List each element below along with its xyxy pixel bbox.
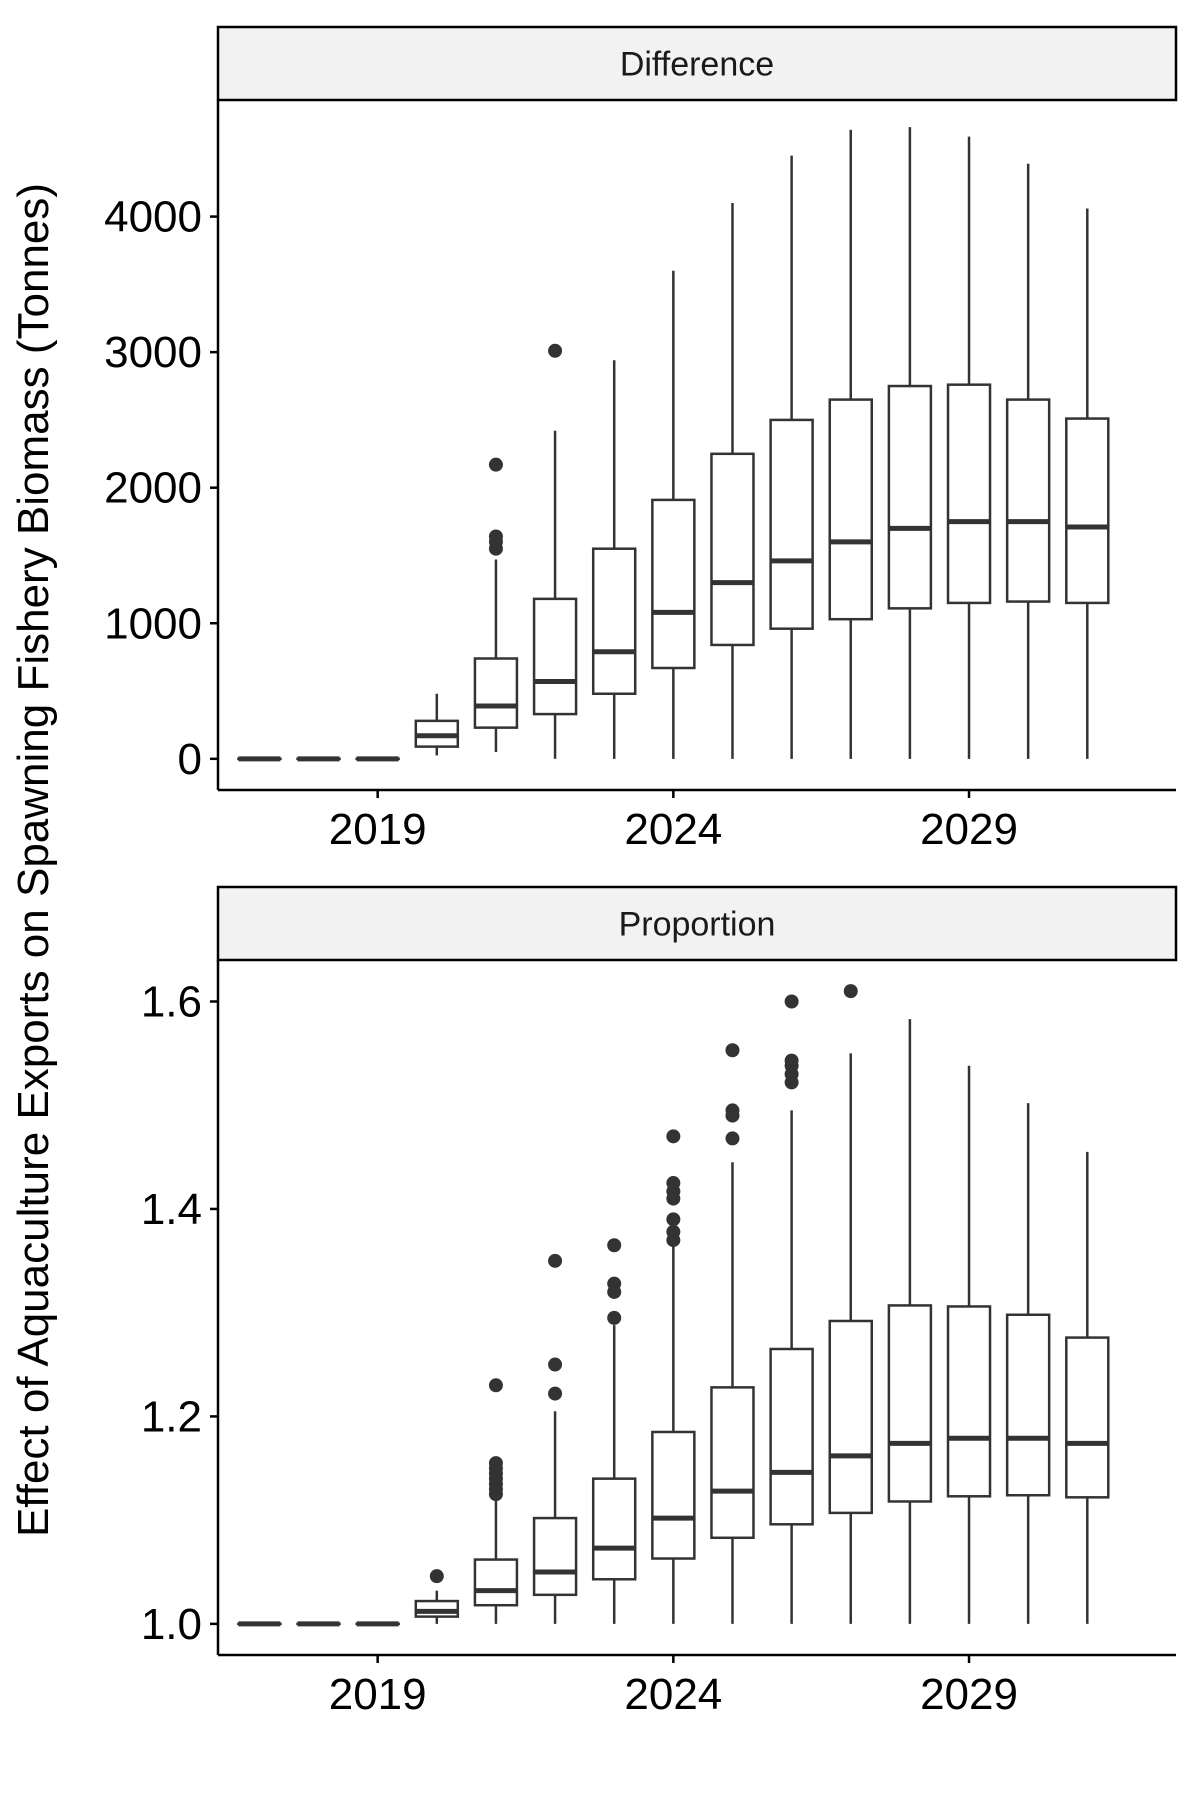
outlier-point: [548, 343, 563, 358]
box-2031: [1065, 1151, 1110, 1624]
iqr-box: [946, 1305, 992, 1498]
facet-strip-label: Proportion: [619, 906, 776, 944]
outlier-point: [548, 1357, 563, 1372]
box-2025: [710, 1043, 755, 1624]
y-tick-label: 1.6: [141, 977, 202, 1026]
box-2027: [828, 984, 874, 1624]
facet-strip: [216, 885, 1178, 962]
iqr-box: [473, 657, 519, 729]
iqr-box: [887, 1304, 933, 1503]
box-2030: [1005, 1103, 1051, 1624]
box-2022: [532, 1253, 578, 1624]
outlier-point: [548, 1386, 563, 1401]
iqr-box: [651, 1430, 696, 1560]
box-2031: [1065, 208, 1110, 759]
outlier-point: [488, 457, 503, 472]
x-tick-label: 2019: [329, 1670, 427, 1719]
box-2026: [769, 155, 814, 759]
iqr-box: [473, 1558, 519, 1607]
outlier-point: [666, 1212, 681, 1227]
outlier-point: [548, 1253, 563, 1268]
iqr-box: [946, 383, 992, 605]
y-tick-label: 1.4: [141, 1185, 202, 1234]
outlier-point: [488, 1378, 503, 1393]
outlier-point: [843, 984, 858, 999]
outlier-point: [429, 1569, 444, 1584]
outlier-point: [488, 529, 503, 544]
box-2022: [532, 343, 578, 759]
box-2020: [414, 693, 460, 756]
y-tick-label: 3000: [104, 328, 202, 377]
x-tick-label: 2029: [920, 805, 1018, 854]
facet-strip: [216, 25, 1178, 102]
outlier-point: [607, 1276, 622, 1291]
box-2028: [887, 127, 933, 759]
iqr-box: [651, 498, 696, 670]
outlier-point: [666, 1129, 681, 1144]
box-2027: [828, 129, 874, 759]
outlier-point: [488, 1456, 503, 1471]
box-2029: [946, 1065, 992, 1624]
outlier-point: [725, 1103, 740, 1118]
outlier-point: [666, 1224, 681, 1239]
box-2029: [946, 136, 992, 759]
box-2023: [591, 360, 637, 759]
outlier-point: [725, 1131, 740, 1146]
iqr-box: [591, 547, 637, 696]
iqr-box: [828, 1319, 874, 1515]
iqr-box: [532, 1516, 578, 1597]
y-tick-label: 4000: [104, 193, 202, 242]
box-2026: [769, 994, 814, 1624]
iqr-box: [591, 1477, 637, 1581]
iqr-box: [1005, 398, 1051, 603]
iqr-box: [1005, 1313, 1051, 1497]
y-tick-label: 2000: [104, 464, 202, 513]
box-2024: [651, 270, 696, 759]
y-axis-title: Effect of Aquaculture Exports on Spawnin…: [9, 183, 58, 1537]
panel-difference: Difference 0 1000 2000 3000 4000 2019 2024 2029: [104, 25, 1178, 854]
outlier-point: [607, 1238, 622, 1253]
outlier-point: [607, 1310, 622, 1325]
iqr-box: [710, 1386, 755, 1540]
outlier-point: [725, 1043, 740, 1058]
y-tick-label: 0: [178, 735, 202, 784]
box-2025: [710, 203, 755, 759]
x-tick-label: 2029: [920, 1670, 1018, 1719]
x-tick-label: 2019: [329, 805, 427, 854]
iqr-box: [1065, 417, 1110, 605]
iqr-box: [887, 384, 933, 610]
iqr-box: [828, 398, 874, 621]
y-tick-label: 1.0: [141, 1600, 202, 1649]
iqr-box: [769, 418, 814, 630]
box-2030: [1005, 163, 1051, 759]
x-tick-label: 2024: [624, 805, 722, 854]
outlier-point: [666, 1176, 681, 1191]
iqr-box: [532, 597, 578, 716]
panel-proportion: Proportion 1.0 1.2 1.4 1.6 2019 2024 2029: [141, 885, 1178, 1719]
box-2028: [887, 1019, 933, 1624]
box-2023: [591, 1238, 637, 1624]
iqr-box: [769, 1347, 814, 1526]
outlier-point: [784, 1053, 799, 1068]
facet-strip-label: Difference: [620, 46, 774, 84]
box-2021: [473, 1378, 519, 1624]
y-tick-label: 1.2: [141, 1392, 202, 1441]
iqr-box: [710, 452, 755, 647]
iqr-box: [1065, 1336, 1110, 1499]
outlier-point: [784, 994, 799, 1009]
box-2020: [414, 1569, 460, 1624]
y-tick-label: 1000: [104, 599, 202, 648]
iqr-box: [414, 1599, 460, 1618]
box-2021: [473, 457, 519, 753]
box-2024: [651, 1129, 696, 1624]
x-tick-label: 2024: [624, 1670, 722, 1719]
